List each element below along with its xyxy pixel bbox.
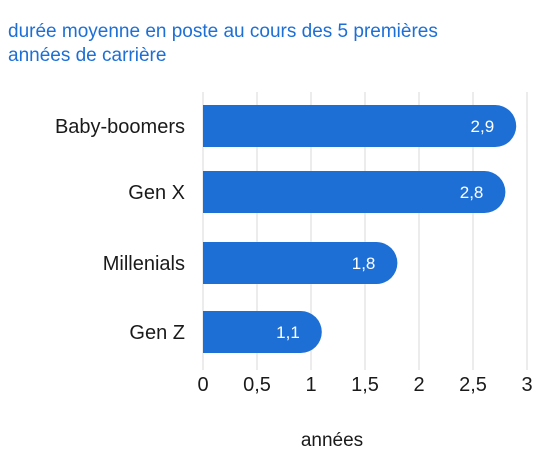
data-label: 1,1: [276, 323, 300, 342]
category-label: Baby-boomers: [55, 116, 185, 138]
x-tick-label: 1: [305, 374, 316, 396]
x-tick-label: 2,5: [459, 374, 487, 396]
x-tick-label: 3: [521, 374, 532, 396]
x-tick-label: 1,5: [351, 374, 379, 396]
category-label: Gen X: [128, 182, 185, 204]
bar-gen-z: [203, 311, 322, 353]
chart-title: durée moyenne en poste au cours des 5 pr…: [8, 21, 438, 66]
data-label: 2,8: [460, 183, 484, 202]
category-label: Gen Z: [129, 322, 185, 344]
x-tick-label: 0,5: [243, 374, 271, 396]
category-label: Millenials: [103, 253, 185, 275]
x-axis-title: années: [301, 430, 363, 451]
x-tick-label: 2: [413, 374, 424, 396]
x-tick-label: 0: [197, 374, 208, 396]
data-label: 1,8: [352, 254, 376, 273]
bar-baby-boomers: [203, 105, 517, 147]
data-label: 2,9: [471, 117, 495, 136]
bar-millenials: [203, 242, 398, 284]
bar-gen-x: [203, 171, 506, 213]
